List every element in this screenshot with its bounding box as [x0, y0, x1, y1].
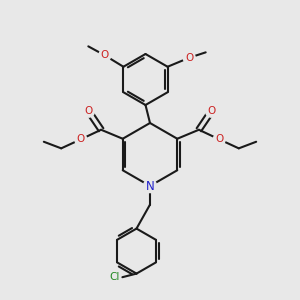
Text: Cl: Cl: [110, 272, 120, 282]
Text: O: O: [84, 106, 93, 116]
Text: O: O: [215, 134, 224, 144]
Circle shape: [99, 49, 111, 62]
Circle shape: [183, 52, 195, 64]
Circle shape: [143, 179, 157, 193]
Circle shape: [206, 105, 218, 117]
Circle shape: [82, 105, 94, 117]
Circle shape: [213, 133, 225, 145]
Text: O: O: [76, 134, 85, 144]
Text: O: O: [207, 106, 216, 116]
Text: O: O: [101, 50, 109, 60]
Text: O: O: [185, 53, 193, 63]
Circle shape: [75, 133, 87, 145]
Text: N: N: [146, 179, 154, 193]
